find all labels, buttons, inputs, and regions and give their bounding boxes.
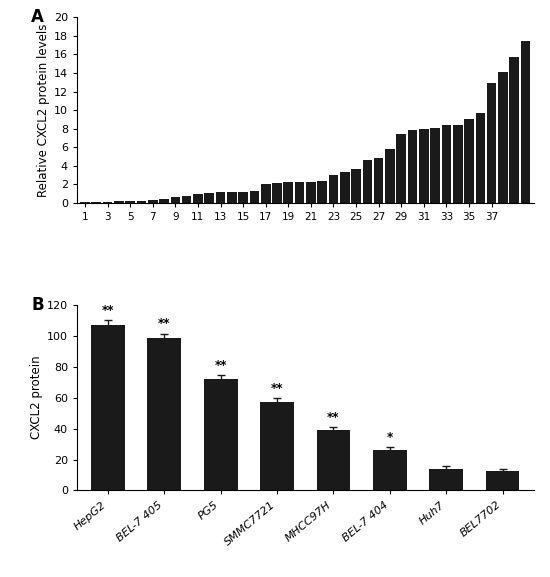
Bar <box>498 72 508 203</box>
Bar <box>431 128 440 203</box>
Bar <box>147 338 182 490</box>
Bar <box>464 119 474 203</box>
Bar <box>91 202 101 203</box>
Bar <box>509 57 519 203</box>
Bar <box>136 201 146 203</box>
Bar <box>521 42 530 203</box>
Bar <box>148 200 157 203</box>
Bar <box>80 202 90 203</box>
Bar <box>103 202 112 203</box>
Y-axis label: CXCL2 protein: CXCL2 protein <box>30 356 43 440</box>
Bar <box>170 197 180 203</box>
Bar <box>419 129 428 203</box>
Bar <box>408 130 417 203</box>
Text: **: ** <box>327 411 340 424</box>
Bar <box>429 469 463 490</box>
Bar <box>486 471 519 490</box>
Bar <box>193 193 203 203</box>
Bar <box>216 192 225 203</box>
Bar <box>260 402 294 490</box>
Bar <box>476 113 485 203</box>
Bar <box>250 191 259 203</box>
Text: A: A <box>31 8 44 26</box>
Bar <box>205 193 214 203</box>
Bar <box>351 170 361 203</box>
Bar <box>114 201 124 203</box>
Bar <box>227 192 236 203</box>
Text: *: * <box>387 431 393 444</box>
Bar <box>374 158 383 203</box>
Bar <box>385 149 395 203</box>
Bar <box>340 172 350 203</box>
Bar <box>306 182 316 203</box>
Y-axis label: Relative CXCL2 protein levels: Relative CXCL2 protein levels <box>37 24 50 197</box>
Bar <box>182 196 191 203</box>
Bar <box>317 181 327 203</box>
Text: **: ** <box>102 304 114 317</box>
Bar <box>125 201 135 203</box>
Bar <box>261 184 271 203</box>
Bar <box>283 182 293 203</box>
Text: **: ** <box>158 317 170 331</box>
Bar <box>238 192 248 203</box>
Bar <box>373 450 406 490</box>
Bar <box>397 134 406 203</box>
Text: B: B <box>31 295 44 314</box>
Bar <box>329 175 338 203</box>
Text: **: ** <box>271 383 283 395</box>
Bar <box>442 125 452 203</box>
Bar <box>295 182 304 203</box>
Bar <box>453 125 463 203</box>
Bar <box>159 199 169 203</box>
Bar <box>272 183 282 203</box>
Bar <box>487 83 497 203</box>
Text: **: ** <box>214 359 227 372</box>
Bar <box>91 325 125 490</box>
Bar <box>316 430 350 490</box>
Bar <box>204 379 238 490</box>
Bar <box>362 160 372 203</box>
